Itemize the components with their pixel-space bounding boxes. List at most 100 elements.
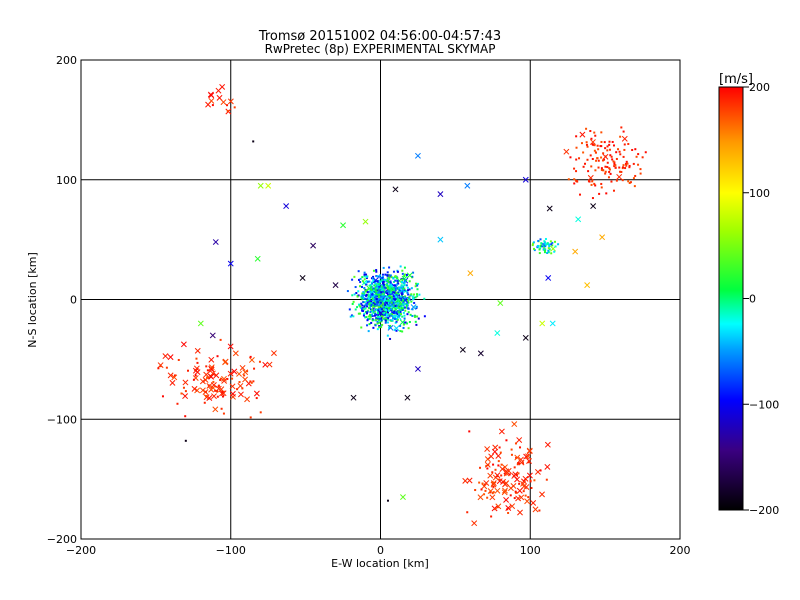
scatter-point <box>412 271 415 274</box>
scatter-point <box>205 390 208 393</box>
scatter-point <box>393 298 396 301</box>
scatter-point <box>603 158 606 161</box>
scatter-point <box>606 166 609 169</box>
scatter-point <box>226 109 229 112</box>
scatter-point <box>371 318 374 321</box>
scatter-point <box>365 293 368 296</box>
scatter-point <box>413 301 416 304</box>
scatter-point-x <box>206 382 213 389</box>
scatter-point <box>386 284 389 287</box>
scatter-point <box>369 313 372 316</box>
scatter-point <box>601 169 604 172</box>
scatter-point <box>532 242 535 245</box>
scatter-point <box>539 469 542 472</box>
scatter-point <box>374 312 377 315</box>
scatter-point <box>546 251 549 254</box>
scatter-point <box>538 252 541 255</box>
scatter-point <box>381 273 384 276</box>
scatter-point <box>380 326 383 329</box>
scatter-point <box>416 315 419 318</box>
scatter-point <box>382 292 385 295</box>
scatter-point <box>474 489 477 492</box>
scatter-point <box>407 307 410 310</box>
scatter-point <box>597 159 600 162</box>
scatter-point-x <box>530 499 537 506</box>
scatter-point <box>542 248 545 251</box>
scatter-point <box>371 299 374 302</box>
x-tick-label: −100 <box>216 544 246 557</box>
scatter-point <box>385 295 388 298</box>
scatter-point <box>382 266 385 269</box>
scatter-point <box>641 156 644 159</box>
scatter-point <box>380 297 383 300</box>
scatter-point <box>226 104 229 107</box>
scatter-point <box>481 482 484 485</box>
scatter-point <box>398 306 401 309</box>
scatter-point <box>611 140 614 143</box>
scatter-point <box>371 282 374 285</box>
scatter-point <box>396 269 399 272</box>
scatter-point <box>486 496 489 499</box>
scatter-point <box>406 322 409 325</box>
scatter-point <box>608 168 611 171</box>
scatter-point-x <box>310 242 317 249</box>
scatter-point <box>368 323 371 326</box>
scatter-point <box>375 317 378 320</box>
scatter-point-x <box>395 314 402 321</box>
scatter-point <box>393 310 396 313</box>
scatter-point <box>371 315 374 318</box>
scatter-point-x <box>495 452 502 459</box>
scatter-point <box>548 248 551 251</box>
scatter-point <box>371 293 374 296</box>
scatter-point <box>381 276 384 279</box>
scatter-point-x <box>237 382 244 389</box>
colorbar-ticks: 200 100 0 −100 −200 <box>743 81 779 517</box>
scatter-point-x <box>616 173 623 180</box>
chart-subtitle: RwPretec (8p) EXPERIMENTAL SKYMAP <box>265 42 496 56</box>
scatter-point-x <box>534 468 541 475</box>
scatter-point <box>357 290 360 293</box>
scatter-point <box>536 244 539 247</box>
scatter-point <box>402 323 405 326</box>
scatter-point <box>379 292 382 295</box>
scatter-point <box>606 149 609 152</box>
scatter-point <box>378 298 381 301</box>
scatter-point <box>398 314 401 317</box>
scatter-point <box>405 290 408 293</box>
scatter-point <box>533 249 536 252</box>
scatter-point-x <box>377 309 384 316</box>
scatter-point <box>363 275 366 278</box>
scatter-point <box>492 491 495 494</box>
scatter-point <box>371 319 374 322</box>
scatter-point <box>378 285 381 288</box>
scatter-point <box>219 377 222 380</box>
scatter-point <box>378 321 381 324</box>
scatter-point <box>346 290 349 293</box>
scatter-point-x <box>203 371 210 378</box>
scatter-point <box>600 131 603 134</box>
scatter-point-x <box>393 325 400 332</box>
scatter-point <box>219 338 222 341</box>
scatter-point <box>575 170 578 173</box>
scatter-point <box>596 157 599 160</box>
scatter-point <box>356 306 359 309</box>
scatter-point <box>394 309 397 312</box>
scatter-point <box>494 508 497 511</box>
scatter-point <box>414 296 417 299</box>
scatter-point <box>595 159 598 162</box>
scatter-point <box>243 374 246 377</box>
scatter-point <box>177 358 180 361</box>
scatter-point <box>366 324 369 327</box>
scatter-point <box>380 279 383 282</box>
scatter-point <box>408 321 411 324</box>
scatter-point <box>408 280 411 283</box>
scatter-point <box>203 401 206 404</box>
scatter-point-x <box>215 385 222 392</box>
scatter-point <box>400 308 403 311</box>
scatter-point-x <box>257 182 264 189</box>
scatter-point <box>386 295 389 298</box>
scatter-point <box>386 274 389 277</box>
scatter-point <box>517 472 520 475</box>
scatter-point-x <box>265 182 272 189</box>
scatter-point <box>615 179 618 182</box>
